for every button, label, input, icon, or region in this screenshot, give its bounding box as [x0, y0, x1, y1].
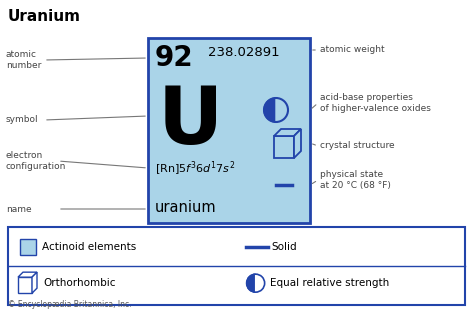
Wedge shape — [264, 98, 276, 122]
Text: 238.02891: 238.02891 — [208, 46, 280, 59]
Text: crystal structure: crystal structure — [320, 142, 395, 150]
Polygon shape — [18, 277, 32, 293]
Polygon shape — [274, 129, 301, 136]
Text: acid-base properties
of higher-valence oxides: acid-base properties of higher-valence o… — [320, 93, 431, 113]
Text: Equal relative strength: Equal relative strength — [270, 278, 389, 288]
Text: atomic weight: atomic weight — [320, 46, 384, 54]
Text: symbol: symbol — [6, 116, 38, 125]
Text: Orthorhombic: Orthorhombic — [43, 278, 116, 288]
Bar — [8, 227, 465, 305]
Text: © Encyclopædia Britannica, Inc.: © Encyclopædia Britannica, Inc. — [8, 300, 131, 309]
Text: 92: 92 — [155, 44, 193, 72]
Text: atomic
number: atomic number — [6, 50, 41, 70]
Polygon shape — [274, 136, 294, 158]
Text: electron
configuration: electron configuration — [6, 151, 66, 171]
Wedge shape — [246, 274, 255, 292]
Text: name: name — [6, 204, 32, 214]
Text: uranium: uranium — [155, 200, 217, 215]
Text: physical state
at 20 °C (68 °F): physical state at 20 °C (68 °F) — [320, 170, 391, 190]
Bar — [148, 38, 310, 223]
Text: Actinoid elements: Actinoid elements — [42, 241, 136, 252]
Wedge shape — [276, 98, 288, 122]
Polygon shape — [32, 272, 37, 293]
Polygon shape — [294, 129, 301, 158]
Text: $[\mathrm{Rn}]5f^{3}6d^{1}7s^{2}$: $[\mathrm{Rn}]5f^{3}6d^{1}7s^{2}$ — [155, 160, 235, 178]
Wedge shape — [255, 274, 264, 292]
Bar — [20, 239, 36, 254]
Text: U: U — [158, 83, 223, 161]
Polygon shape — [18, 272, 37, 277]
Text: Solid: Solid — [272, 241, 297, 252]
Text: Uranium: Uranium — [8, 9, 81, 24]
